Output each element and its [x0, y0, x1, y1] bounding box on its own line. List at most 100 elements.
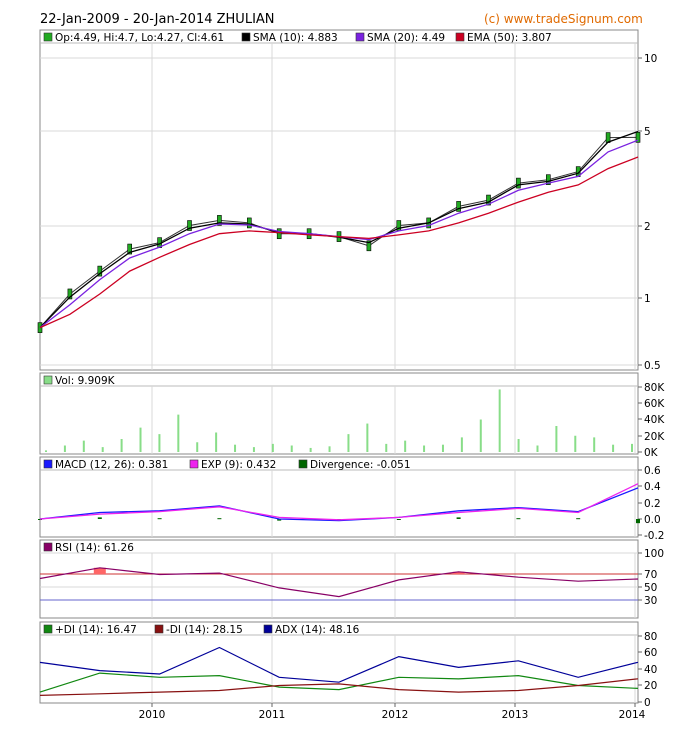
- dmi-y-tick-label: 20: [644, 680, 657, 692]
- macd-y-tick-label: -0.2: [644, 530, 665, 542]
- price-panel-frame: [39, 29, 639, 371]
- volume-bar: [309, 447, 312, 452]
- price-candle: [456, 201, 461, 212]
- price-candle: [545, 174, 551, 185]
- rsi-y-tick-label: 100: [644, 548, 664, 560]
- volume-bar: [555, 426, 558, 452]
- price-candle: [97, 265, 103, 277]
- macd-divergence-bar: [396, 519, 401, 520]
- price-y-tick-label: 2: [644, 221, 651, 233]
- price-candle: [67, 288, 73, 300]
- price-candle: [366, 240, 372, 252]
- volume-bar: [460, 437, 463, 452]
- volume-y-tick-label: 20K: [644, 431, 665, 443]
- volume-bar: [196, 442, 199, 452]
- price-legend-label: SMA (20): 4.49: [367, 32, 445, 44]
- volume-bar: [139, 427, 142, 452]
- volume-bar: [612, 444, 615, 452]
- rsi-legend-swatch: [43, 542, 53, 552]
- volume-y-tick-label: 80K: [644, 382, 665, 394]
- volume-bar: [234, 444, 237, 452]
- dmi-legend-label: -DI (14): 28.15: [166, 624, 243, 636]
- macd-legend-label: EXP (9): 0.432: [201, 459, 276, 471]
- price-candle: [276, 228, 282, 240]
- macd-divergence-bar: [217, 518, 222, 520]
- x-tick-label: 2013: [502, 709, 529, 721]
- macd-divergence-bar: [157, 518, 162, 520]
- volume-bar: [366, 423, 369, 452]
- volume-bar: [290, 445, 293, 452]
- price-candle: [635, 132, 641, 143]
- volume-y-tick-label: 0K: [644, 447, 659, 459]
- volume-bar: [328, 446, 331, 452]
- macd-divergence-bar: [636, 519, 640, 524]
- macd-divergence-bar: [576, 518, 581, 520]
- macd-divergence-bar: [97, 517, 102, 519]
- volume-bar: [45, 450, 47, 452]
- price-candle: [486, 194, 491, 206]
- x-tick-label: 2010: [139, 709, 166, 721]
- price-candle: [217, 215, 222, 226]
- volume-bar: [574, 435, 577, 452]
- price-candle: [516, 177, 521, 189]
- price-legend-label: EMA (50): 3.807: [467, 32, 552, 44]
- price-series-ema-50-: [39, 156, 639, 329]
- x-tick-label: 2012: [382, 709, 409, 721]
- dmi-legend-swatch: [43, 624, 53, 634]
- macd-y-tick-label: 0.4: [644, 481, 661, 493]
- volume-panel-frame: [39, 372, 639, 455]
- price-candle: [37, 322, 43, 333]
- volume-bar: [158, 434, 161, 452]
- dmi-y-tick-label: 60: [644, 647, 657, 659]
- x-tick-label: 2014: [619, 709, 646, 721]
- x-tick-label: 2011: [259, 709, 286, 721]
- price-candle: [187, 220, 192, 231]
- rsi-legend-label: RSI (14): 61.26: [55, 542, 134, 554]
- price-y-tick-label: 5: [644, 126, 651, 138]
- volume-bar: [517, 439, 520, 452]
- volume-bar: [385, 443, 388, 452]
- dmi-series-adx: [39, 646, 639, 683]
- volume-bar: [215, 432, 218, 452]
- credit-link[interactable]: (c) www.tradeSignum.com: [484, 12, 643, 26]
- price-candle: [127, 243, 132, 255]
- volume-bar: [479, 419, 482, 452]
- price-legend-label: Op:4.49, Hi:4.7, Lo:4.27, Cl:4.61: [55, 32, 224, 44]
- price-legend-swatch: [455, 32, 465, 42]
- rsi-y-tick-label: 30: [644, 595, 657, 607]
- volume-bar: [404, 440, 407, 452]
- macd-y-tick-label: 0.2: [644, 498, 661, 510]
- macd-legend-swatch: [298, 459, 308, 469]
- dmi-series-plus-di: [39, 672, 639, 693]
- price-legend-swatch: [241, 32, 251, 42]
- volume-bar: [101, 447, 104, 452]
- dmi-y-tick-label: 0: [644, 697, 651, 709]
- price-y-tick-label: 0.5: [644, 360, 661, 372]
- price-legend-swatch: [355, 32, 365, 42]
- volume-bar: [441, 444, 444, 452]
- volume-bar: [347, 434, 350, 452]
- macd-legend-label: Divergence: -0.051: [310, 459, 411, 471]
- dmi-legend-label: ADX (14): 48.16: [275, 624, 360, 636]
- rsi-overbought-fill: [93, 567, 106, 574]
- price-y-tick-label: 1: [644, 293, 651, 305]
- macd-y-tick-label: 0.0: [644, 514, 661, 526]
- dmi-series-minus-di: [39, 678, 639, 696]
- volume-bar: [177, 414, 180, 452]
- volume-bar: [536, 445, 539, 452]
- dmi-y-tick-label: 80: [644, 631, 657, 643]
- dmi-legend-label: +DI (14): 16.47: [55, 624, 137, 636]
- rsi-y-tick-label: 70: [644, 569, 657, 581]
- volume-bar: [423, 445, 426, 452]
- volume-y-tick-label: 60K: [644, 398, 665, 410]
- volume-y-tick-label: 40K: [644, 414, 665, 426]
- volume-bar: [593, 437, 596, 452]
- volume-bar: [631, 443, 633, 452]
- volume-bar: [252, 447, 255, 452]
- volume-bar: [120, 439, 123, 452]
- price-legend-swatch: [43, 32, 53, 42]
- volume-bar: [271, 443, 274, 452]
- dmi-legend-swatch: [154, 624, 164, 634]
- macd-divergence-bar: [38, 519, 42, 520]
